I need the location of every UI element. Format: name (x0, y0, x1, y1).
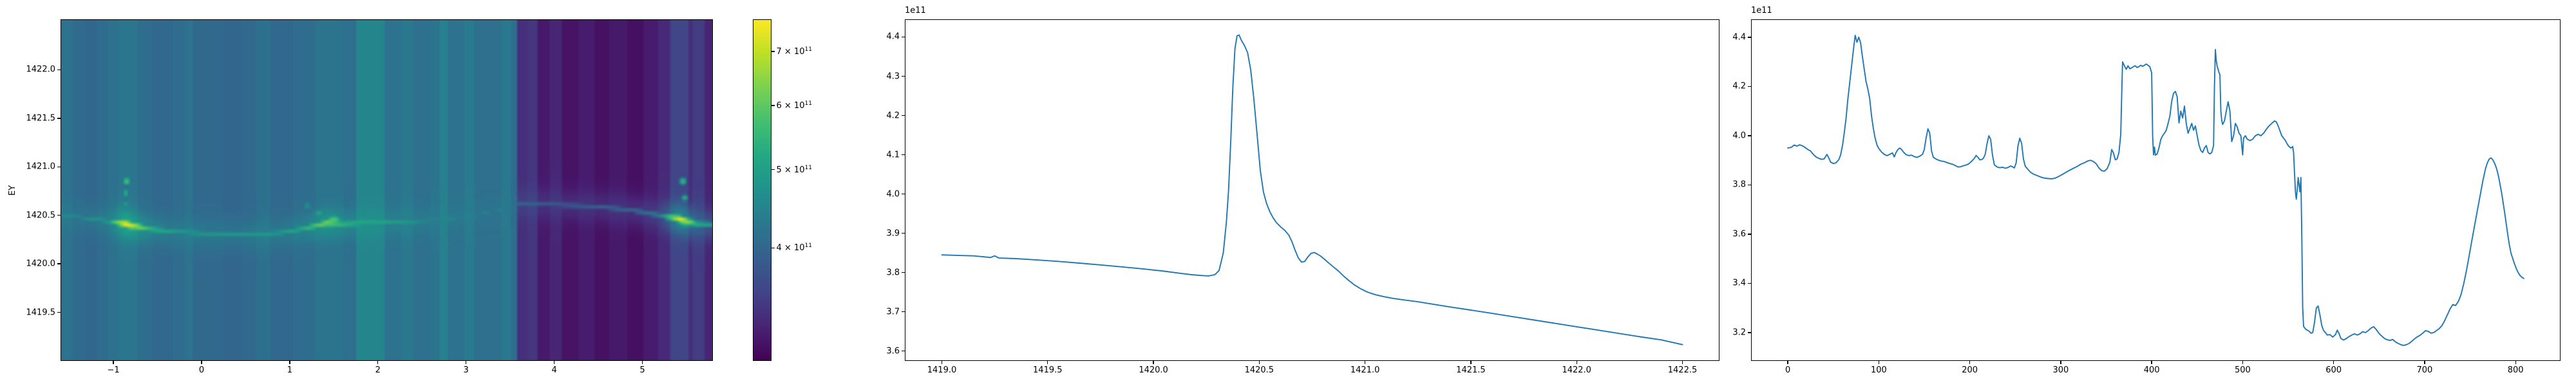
colorbar-tick-label: 4 × 1011 (776, 243, 812, 253)
y-tick-label: 1420.0 (26, 259, 56, 269)
timeseries-offset-label: 1e11 (1751, 6, 1772, 15)
x-tick-label: 3 (463, 365, 469, 375)
x-tick-label: 0 (1785, 365, 1791, 375)
x-tick-label: 300 (2052, 365, 2069, 375)
colorbar-tick-label: 5 × 1011 (776, 164, 812, 175)
y-tick (902, 272, 905, 273)
y-tick-label: 3.4 (1732, 278, 1746, 288)
x-tick-label: 1419.0 (927, 365, 957, 375)
y-tick-label: 3.8 (886, 268, 900, 278)
y-tick-label: 4.1 (886, 150, 900, 160)
x-tick (2424, 361, 2425, 364)
x-tick (2151, 361, 2152, 364)
x-tick (377, 361, 379, 364)
x-tick-label: 1420.5 (1244, 365, 1274, 375)
y-tick-label: 1422.0 (26, 64, 56, 75)
x-tick-label: 1422.0 (1562, 365, 1591, 375)
x-tick (2060, 361, 2061, 364)
y-tick-label: 3.8 (1732, 179, 1746, 190)
x-tick-label: 800 (2507, 365, 2524, 375)
x-tick (1681, 361, 1683, 364)
x-tick (1470, 361, 1472, 364)
spectrum-line-chart (941, 34, 1683, 345)
x-tick-label: 1421.5 (1456, 365, 1486, 375)
x-tick-label: −1 (107, 365, 120, 375)
y-tick-label: 4.3 (886, 71, 900, 81)
y-tick (57, 215, 61, 216)
x-tick-label: 5 (639, 365, 645, 375)
x-tick-label: 0 (198, 365, 205, 375)
y-tick-label: 3.9 (886, 228, 900, 239)
y-tick-label: 4.0 (886, 189, 900, 199)
y-tick (1748, 282, 1751, 284)
x-tick (2333, 361, 2334, 364)
y-tick-label: 3.2 (1732, 327, 1746, 338)
x-tick (289, 361, 290, 364)
colorbar-tick-label: 6 × 1011 (776, 100, 812, 111)
y-tick (902, 311, 905, 313)
spectrum-offset-label: 1e11 (905, 6, 926, 15)
x-tick (2515, 361, 2516, 364)
y-tick-label: 1421.5 (26, 113, 56, 124)
y-tick-label: 4.4 (886, 32, 900, 42)
colorbar-tick (771, 105, 775, 106)
y-tick-label: 4.4 (1732, 32, 1746, 42)
x-tick-label: 1 (287, 365, 293, 375)
x-tick-label: 1422.5 (1667, 365, 1698, 375)
y-tick (1748, 86, 1751, 87)
y-tick-label: 3.6 (1732, 229, 1746, 239)
x-tick-label: 4 (551, 365, 557, 375)
timeseries-series-line (1787, 34, 2524, 346)
y-tick (57, 311, 61, 313)
y-tick-label: 1419.5 (26, 308, 56, 318)
x-tick (2242, 361, 2244, 364)
y-tick (57, 69, 61, 71)
y-tick (902, 75, 905, 77)
x-tick-label: 1419.5 (1033, 365, 1063, 375)
x-tick-label: 1421.0 (1350, 365, 1380, 375)
x-tick-label: 400 (2143, 365, 2160, 375)
x-tick-label: 200 (1962, 365, 1978, 375)
y-tick-label: 3.6 (886, 346, 900, 356)
x-tick-label: 700 (2416, 365, 2433, 375)
x-tick (1969, 361, 1971, 364)
colorbar-gradient (752, 19, 772, 361)
y-tick (1748, 332, 1751, 333)
x-tick (1047, 361, 1048, 364)
y-tick (902, 232, 905, 234)
x-tick (1258, 361, 1260, 364)
colorbar-tick-label: 7 × 1011 (776, 46, 812, 57)
heatmap-image (61, 19, 713, 361)
x-tick (201, 361, 202, 364)
y-tick (902, 154, 905, 156)
x-tick-label: 600 (2325, 365, 2342, 375)
x-tick (641, 361, 643, 364)
y-tick-label: 3.7 (886, 307, 900, 317)
spectrum-series-line (941, 34, 1683, 345)
y-tick-label: 4.0 (1732, 131, 1746, 141)
y-tick-label: 1421.0 (26, 161, 56, 172)
x-tick-label: 2 (375, 365, 381, 375)
x-tick (1787, 361, 1788, 364)
y-tick-label: 1420.5 (26, 210, 56, 221)
colorbar-tick (771, 169, 775, 170)
heatmap-ylabel: EY (8, 185, 17, 196)
y-tick-label: 4.2 (1732, 81, 1746, 91)
y-tick (57, 263, 61, 264)
x-tick-label: 100 (1870, 365, 1887, 375)
y-tick (902, 115, 905, 116)
timeseries-line-chart (1787, 34, 2524, 346)
y-tick-label: 4.2 (886, 111, 900, 121)
x-tick-label: 1420.0 (1139, 365, 1168, 375)
y-tick (1748, 135, 1751, 136)
x-tick-label: 500 (2234, 365, 2251, 375)
